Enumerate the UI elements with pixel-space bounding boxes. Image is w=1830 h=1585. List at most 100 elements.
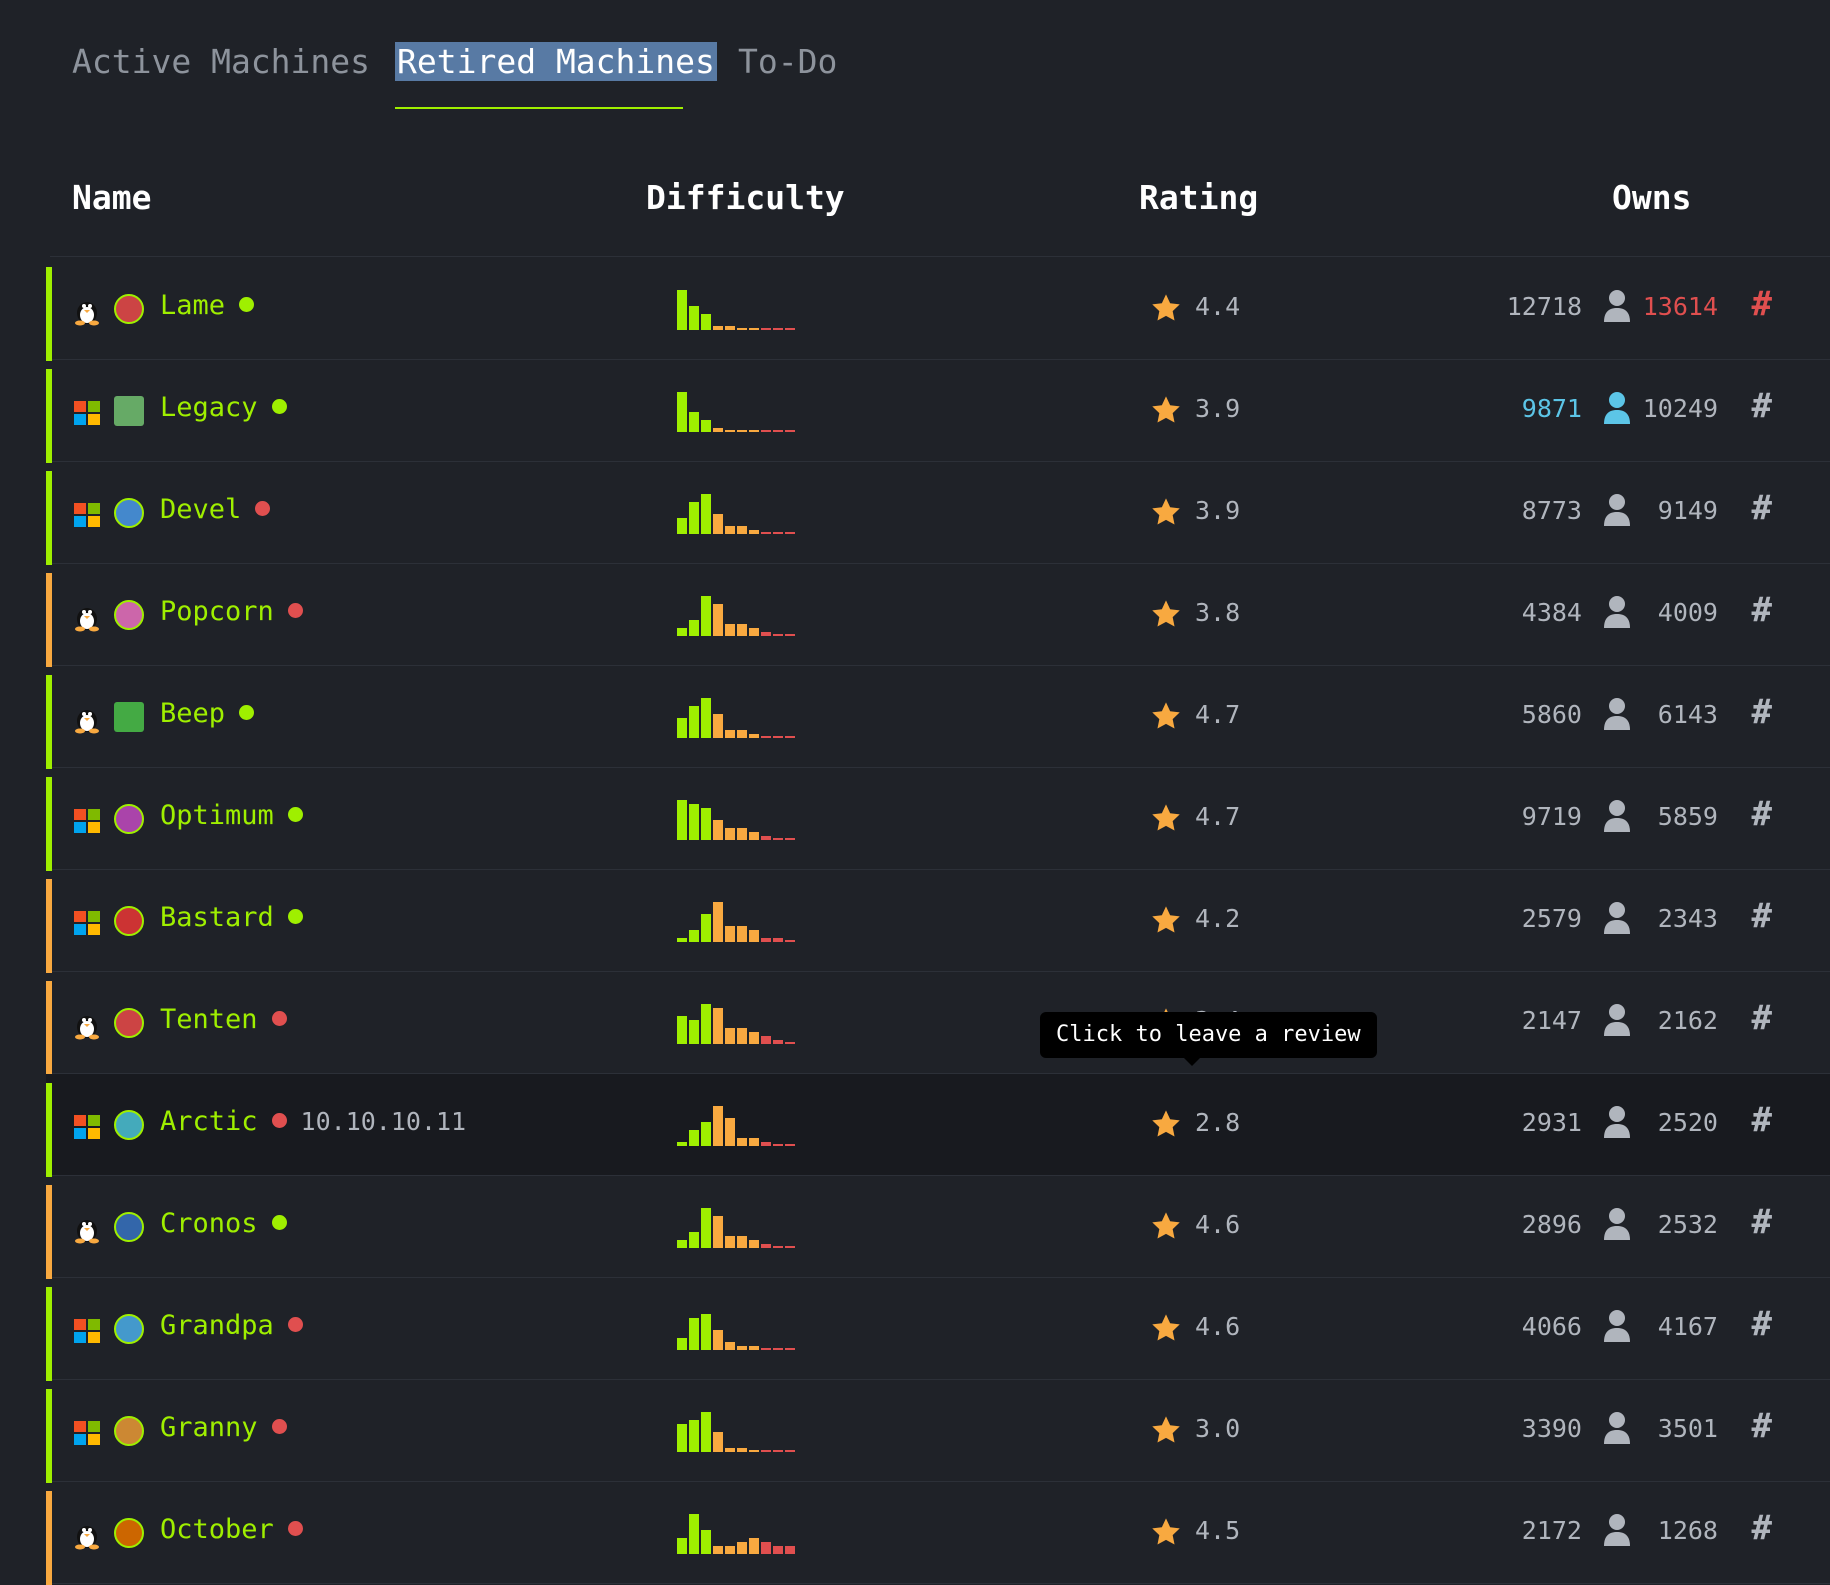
machine-avatar[interactable] [114,1212,144,1242]
machine-name[interactable]: Cronos [160,1208,287,1239]
rating-value[interactable]: 3.0 [1195,1414,1241,1443]
machine-name-text[interactable]: Arctic [160,1106,258,1137]
machine-avatar[interactable] [114,498,144,528]
machine-row[interactable]: Beep 4.7 5860 6143 # [46,666,1830,769]
machine-name-text[interactable]: Optimum [160,800,274,831]
user-icon[interactable] [1602,1003,1632,1037]
column-header-name[interactable]: Name [72,178,152,217]
rating-value[interactable]: 2.8 [1195,1108,1241,1137]
machine-row[interactable]: Popcorn 3.8 4384 4009 # [46,564,1830,667]
rating-value[interactable]: 3.9 [1195,496,1241,525]
root-hash-icon[interactable]: # [1751,386,1772,426]
machine-name[interactable]: Legacy [160,392,287,423]
machine-avatar[interactable] [114,294,144,324]
root-hash-icon[interactable]: # [1751,284,1772,324]
star-icon[interactable] [1150,1516,1182,1548]
machine-name[interactable]: Lame [160,290,255,321]
column-header-rating[interactable]: Rating [1139,178,1259,217]
user-icon[interactable] [1602,595,1632,629]
user-icon[interactable] [1602,1411,1632,1445]
rating-value[interactable]: 4.5 [1195,1516,1241,1545]
root-hash-icon[interactable]: # [1751,1406,1772,1446]
rating-value[interactable]: 4.6 [1195,1210,1241,1239]
machine-avatar[interactable] [114,906,144,936]
machine-row[interactable]: Granny 3.0 3390 3501 # [46,1380,1830,1483]
machine-name[interactable]: October [160,1514,303,1545]
machine-avatar[interactable] [114,804,144,834]
machine-row[interactable]: Cronos 4.6 2896 2532 # [46,1176,1830,1279]
user-icon[interactable] [1602,493,1632,527]
machine-name-text[interactable]: Bastard [160,902,274,933]
machine-row[interactable]: Tenten3.421472162# [46,972,1830,1075]
star-icon[interactable] [1150,1108,1182,1140]
root-hash-icon[interactable]: # [1751,794,1772,834]
machine-name[interactable]: Arctic 10.10.10.11 [160,1106,466,1137]
machine-avatar[interactable] [114,702,144,732]
star-icon[interactable] [1150,1312,1182,1344]
machine-row[interactable]: Legacy 3.9 9871 10249 # [46,360,1830,463]
rating-value[interactable]: 3.9 [1195,394,1241,423]
column-header-difficulty[interactable]: Difficulty [646,178,845,217]
machine-name-text[interactable]: Lame [160,290,226,321]
star-icon[interactable] [1150,904,1182,936]
machine-name-text[interactable]: Beep [160,698,226,729]
machine-name[interactable]: Granny [160,1412,287,1443]
machine-row[interactable]: Optimum 4.7 9719 5859 # [46,768,1830,871]
machine-row[interactable]: Grandpa 4.6 4066 4167 # [46,1278,1830,1381]
root-hash-icon[interactable]: # [1751,1202,1772,1242]
user-icon[interactable] [1602,1105,1632,1139]
machine-name[interactable]: Tenten [160,1004,287,1035]
root-hash-icon[interactable]: # [1751,1304,1772,1344]
machine-avatar[interactable] [114,600,144,630]
star-icon[interactable] [1150,1414,1182,1446]
user-icon[interactable] [1602,799,1632,833]
root-hash-icon[interactable]: # [1751,488,1772,528]
machine-name-text[interactable]: Legacy [160,392,258,423]
user-icon[interactable] [1602,1207,1632,1241]
machine-avatar[interactable] [114,1110,144,1140]
root-hash-icon[interactable]: # [1751,692,1772,732]
machine-name[interactable]: Optimum [160,800,303,831]
user-icon[interactable] [1602,1513,1632,1547]
machine-name[interactable]: Beep [160,698,255,729]
root-hash-icon[interactable]: # [1751,896,1772,936]
machine-name-text[interactable]: Popcorn [160,596,274,627]
root-hash-icon[interactable]: # [1751,1100,1772,1140]
tab-to-do[interactable]: To-Do [738,40,837,84]
star-icon[interactable] [1150,394,1182,426]
machine-row[interactable]: Arctic 10.10.10.11 2.8 2931 2520 # [46,1074,1830,1177]
user-icon[interactable] [1602,289,1632,323]
machine-row[interactable]: Devel 3.9 8773 9149 # [46,462,1830,565]
machine-avatar[interactable] [114,1416,144,1446]
machine-name[interactable]: Popcorn [160,596,303,627]
machine-row[interactable]: October 4.5 2172 1268 # [46,1482,1830,1585]
star-icon[interactable] [1150,598,1182,630]
machine-avatar[interactable] [114,396,144,426]
machine-name-text[interactable]: Devel [160,494,242,525]
rating-value[interactable]: 3.8 [1195,598,1241,627]
tab-active-machines[interactable]: Active Machines [72,40,370,84]
machine-row[interactable]: Bastard 4.2 2579 2343 # [46,870,1830,973]
root-hash-icon[interactable]: # [1751,1508,1772,1548]
machine-row[interactable]: Lame 4.4 12718 13614 # [46,258,1830,361]
machine-name-text[interactable]: Cronos [160,1208,258,1239]
machine-name[interactable]: Bastard [160,902,303,933]
star-icon[interactable] [1150,1210,1182,1242]
rating-value[interactable]: 4.4 [1195,292,1241,321]
machine-avatar[interactable] [114,1314,144,1344]
root-hash-icon[interactable]: # [1751,590,1772,630]
star-icon[interactable] [1150,700,1182,732]
rating-value[interactable]: 4.2 [1195,904,1241,933]
star-icon[interactable] [1150,802,1182,834]
machine-avatar[interactable] [114,1008,144,1038]
star-icon[interactable] [1150,292,1182,324]
rating-value[interactable]: 4.7 [1195,700,1241,729]
user-icon[interactable] [1602,697,1632,731]
machine-name-text[interactable]: October [160,1514,274,1545]
machine-name[interactable]: Grandpa [160,1310,303,1341]
tab-retired-machines[interactable]: Retired Machines [395,40,717,84]
user-icon[interactable] [1602,391,1632,425]
rating-value[interactable]: 4.7 [1195,802,1241,831]
machine-name-text[interactable]: Grandpa [160,1310,274,1341]
machine-name-text[interactable]: Granny [160,1412,258,1443]
